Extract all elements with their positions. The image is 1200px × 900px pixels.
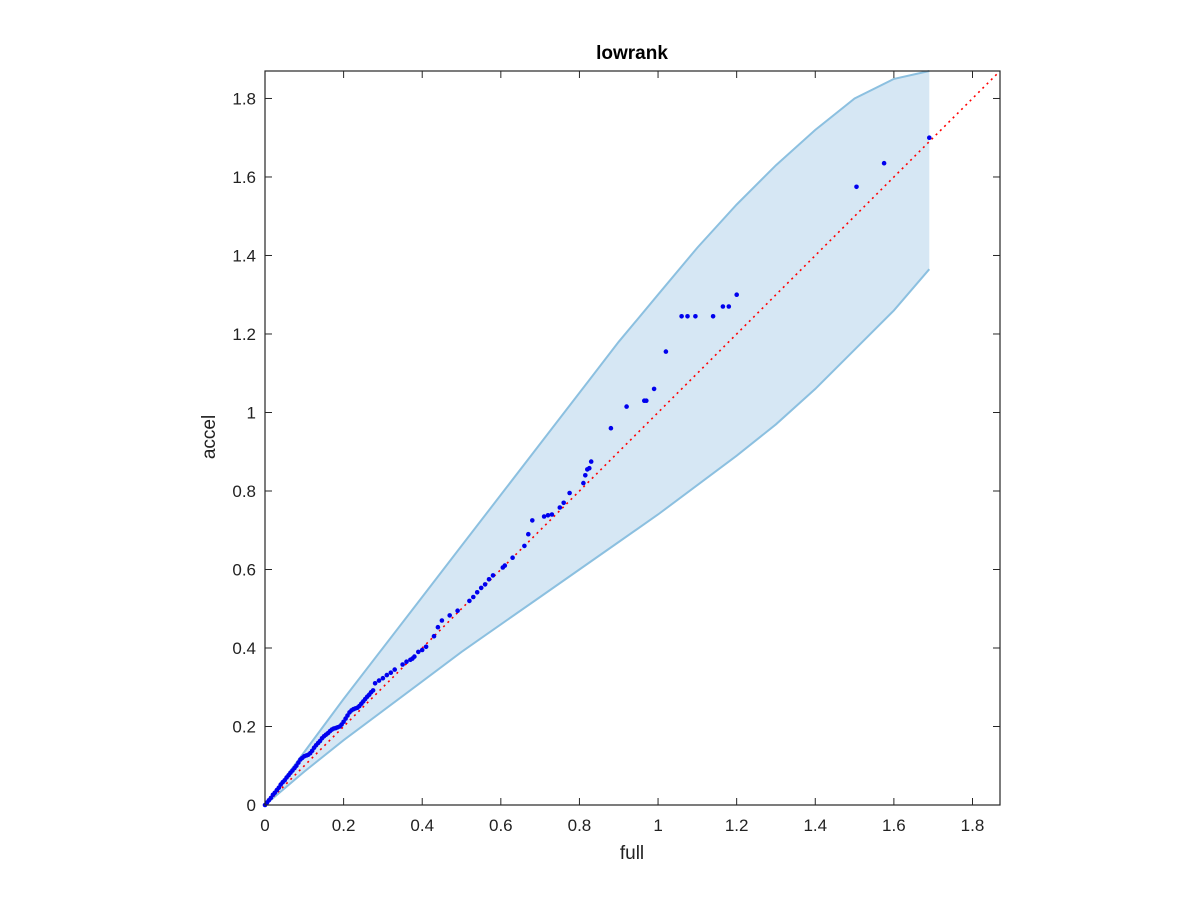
- data-point: [927, 135, 932, 140]
- data-point: [541, 514, 547, 519]
- data-point: [510, 555, 515, 560]
- band-upper-edge: [264, 70, 930, 806]
- data-point: [881, 160, 887, 166]
- x-tick-label: 0.6: [489, 816, 513, 835]
- data-point: [608, 425, 614, 431]
- data-point: [522, 543, 527, 549]
- data-point: [663, 349, 669, 354]
- axes-box: [264, 70, 1001, 806]
- data-point: [482, 582, 488, 587]
- y-tick-label: 1.8: [232, 89, 256, 108]
- data-point: [587, 465, 592, 471]
- y-axis-ticks: 0 0.2 0.4 0.6 0.8 1 1.2 1.4 1.6 1.8: [232, 89, 1000, 815]
- data-point: [710, 314, 716, 319]
- band-fill: [265, 71, 930, 805]
- x-tick-label: 0.8: [568, 816, 592, 835]
- data-point: [526, 531, 531, 537]
- data-point: [412, 654, 417, 659]
- data-point: [561, 500, 566, 506]
- data-point: [435, 624, 441, 630]
- y-tick-label: 1.2: [232, 325, 256, 344]
- x-tick-label: 0.4: [410, 816, 434, 835]
- x-tick-label: 1: [653, 816, 662, 835]
- data-point: [486, 577, 492, 582]
- axes-frame: [264, 70, 1001, 806]
- data-point: [624, 404, 629, 409]
- y-tick-label: 1.4: [232, 246, 256, 265]
- data-point: [581, 480, 586, 486]
- data-point: [490, 573, 496, 578]
- data-point: [583, 473, 588, 478]
- data-point: [416, 649, 421, 655]
- data-point: [439, 618, 445, 623]
- data-point: [567, 490, 572, 496]
- data-point: [380, 675, 386, 681]
- band-lower-edge: [264, 268, 931, 806]
- data-point: [478, 585, 484, 591]
- data-point: [530, 518, 535, 523]
- data-points: [262, 135, 932, 808]
- data-point: [557, 505, 563, 510]
- data-point: [447, 613, 453, 618]
- y-tick-label: 0: [247, 796, 256, 815]
- data-point: [392, 667, 398, 672]
- reference-line-layer: [264, 70, 1001, 806]
- chart-title: lowrank: [596, 43, 668, 64]
- data-point: [455, 608, 460, 613]
- data-point: [693, 314, 698, 319]
- data-point: [685, 314, 690, 319]
- data-point: [384, 672, 390, 678]
- y-tick-label: 0.6: [232, 560, 256, 579]
- x-tick-label: 1.4: [803, 816, 827, 835]
- y-tick-label: 0.4: [232, 639, 256, 658]
- x-axis-label: full: [620, 843, 644, 864]
- data-point: [423, 644, 429, 650]
- data-point: [679, 314, 684, 319]
- data-point: [651, 386, 657, 392]
- x-axis-ticks: 0 0.2 0.4 0.6 0.8 1 1.2 1.4 1.6 1.8: [260, 71, 984, 835]
- data-point: [549, 512, 555, 517]
- x-tick-label: 1.6: [882, 816, 906, 835]
- x-tick-label: 1.2: [725, 816, 749, 835]
- data-point: [431, 633, 437, 639]
- data-point: [467, 598, 472, 604]
- y-tick-label: 0.2: [232, 717, 256, 736]
- data-point: [644, 398, 649, 404]
- x-tick-label: 0: [260, 816, 269, 835]
- y-tick-label: 1: [247, 403, 256, 422]
- data-point: [726, 304, 732, 309]
- data-point: [372, 681, 378, 686]
- data-point: [471, 594, 476, 600]
- data-point: [545, 513, 551, 518]
- y-axis-label: accel: [199, 415, 220, 459]
- data-point: [400, 662, 405, 667]
- x-tick-label: 1.8: [961, 816, 985, 835]
- reference-line: [264, 70, 1001, 806]
- data-point: [376, 678, 382, 683]
- confidence-band: [264, 70, 931, 806]
- data-point: [588, 459, 594, 464]
- data-point: [388, 670, 394, 675]
- data-point: [734, 292, 739, 298]
- data-point: [474, 590, 480, 595]
- x-tick-label: 0.2: [332, 816, 356, 835]
- data-point: [404, 659, 409, 664]
- data-point: [854, 184, 859, 190]
- data-point: [419, 647, 425, 653]
- data-point: [370, 688, 376, 693]
- data-point: [720, 304, 726, 309]
- data-point: [502, 563, 508, 568]
- y-tick-label: 0.8: [232, 482, 256, 501]
- y-tick-label: 1.6: [232, 168, 256, 187]
